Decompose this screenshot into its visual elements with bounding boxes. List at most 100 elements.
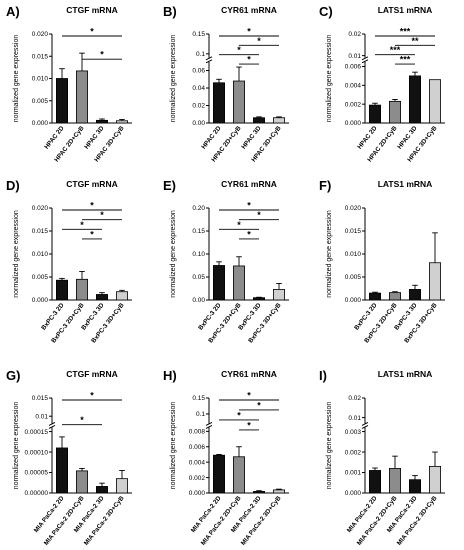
panel-letter: A) bbox=[6, 4, 20, 19]
panel-title: CTGF mRNA bbox=[66, 179, 117, 189]
y-tick-label: 0.00005 bbox=[25, 470, 49, 477]
y-tick-label: 0.000 bbox=[32, 120, 49, 127]
significance-label: ** bbox=[411, 36, 419, 46]
y-tick-label: 0.04 bbox=[192, 85, 205, 92]
panel-title: LATS1 mRNA bbox=[378, 5, 433, 15]
y-tick-label: 0.02 bbox=[348, 31, 361, 38]
bar bbox=[272, 489, 285, 494]
y-tick-label: 0.00010 bbox=[25, 449, 49, 456]
panel-letter: E) bbox=[163, 178, 176, 193]
y-tick-label: 0.1 bbox=[196, 51, 205, 58]
bar bbox=[272, 117, 285, 124]
bar bbox=[212, 265, 225, 301]
bar bbox=[428, 262, 441, 301]
significance-label: * bbox=[90, 27, 94, 37]
y-tick-label: 0.001 bbox=[345, 470, 362, 477]
y-axis-label: normalized gene expression bbox=[326, 35, 333, 123]
axis-break-mark bbox=[361, 422, 369, 426]
y-tick-label: 0.000 bbox=[32, 297, 49, 304]
panel-letter: I) bbox=[319, 368, 327, 383]
y-tick-label: 0.000 bbox=[189, 490, 206, 497]
panel-title: CYR61 mRNA bbox=[221, 5, 277, 15]
y-axis-label: normalized gene expression bbox=[170, 35, 177, 123]
significance-label: * bbox=[247, 229, 251, 239]
panel-f: F) LATS1 mRNA normalized gene expression 0.… bbox=[319, 178, 445, 344]
y-tick-label: 0.020 bbox=[32, 31, 49, 38]
bar bbox=[428, 465, 441, 494]
axis-break-mark bbox=[361, 425, 369, 429]
significance-label: * bbox=[100, 210, 104, 220]
bar bbox=[368, 104, 381, 124]
bar bbox=[252, 491, 265, 494]
y-tick-label: 0.01 bbox=[348, 53, 361, 60]
y-tick-label: 0.006 bbox=[189, 444, 206, 451]
y-tick-label: 0.06 bbox=[192, 68, 205, 75]
y-tick-label: 0.002 bbox=[189, 475, 206, 482]
y-tick-label: 0.004 bbox=[189, 459, 206, 466]
bar bbox=[96, 486, 109, 494]
y-tick-label: 0.020 bbox=[345, 205, 362, 212]
significance-label: *** bbox=[400, 27, 411, 37]
y-axis-label: normalized gene expression bbox=[170, 210, 177, 298]
significance-label: * bbox=[257, 210, 261, 220]
y-axis-label: normalized gene expression bbox=[13, 35, 20, 123]
y-tick-label: 0.01 bbox=[35, 413, 48, 420]
panel-letter: H) bbox=[163, 368, 177, 383]
significance-label: * bbox=[247, 391, 251, 401]
significance-label: * bbox=[90, 391, 94, 401]
y-tick-label: 0.00000 bbox=[25, 490, 49, 497]
significance-label: * bbox=[257, 400, 261, 410]
panel-letter: D) bbox=[6, 178, 20, 193]
significance-label: *** bbox=[390, 45, 401, 55]
panel-letter: B) bbox=[163, 4, 177, 19]
y-tick-label: 0.20 bbox=[192, 205, 205, 212]
panel-e: E) CYR61 mRNA normalized gene expression 0.… bbox=[163, 178, 289, 344]
x-tick-label: MIA PaCa-2 3D+CyB bbox=[396, 495, 439, 547]
y-axis-label: normalized gene expression bbox=[170, 402, 177, 490]
y-tick-label: 0.000 bbox=[345, 120, 362, 127]
y-axis-label: normalized gene expression bbox=[326, 210, 333, 298]
y-tick-label: 0.01 bbox=[348, 415, 361, 422]
bar bbox=[428, 79, 441, 124]
axis-break-mark bbox=[361, 56, 369, 61]
significance-label: * bbox=[247, 420, 251, 430]
bar bbox=[212, 454, 225, 494]
x-tick-label: MIA PaCa-2 3D+CyB bbox=[83, 495, 126, 547]
y-tick-label: 0.00 bbox=[192, 120, 205, 127]
bar bbox=[56, 279, 69, 301]
y-axis-label: normalized gene expression bbox=[326, 402, 333, 490]
bar bbox=[368, 292, 381, 301]
bar bbox=[232, 456, 245, 494]
bar bbox=[56, 78, 69, 124]
significance-label: * bbox=[90, 229, 94, 239]
bar bbox=[252, 297, 265, 301]
y-tick-label: 0.15 bbox=[192, 395, 205, 402]
y-tick-label: 0.015 bbox=[32, 228, 49, 235]
panel-letter: C) bbox=[319, 4, 333, 19]
bar bbox=[56, 447, 69, 494]
axis-break-mark bbox=[205, 59, 213, 64]
panel-letter: G) bbox=[6, 368, 20, 383]
y-tick-label: 0.004 bbox=[345, 83, 362, 90]
bar bbox=[76, 470, 89, 494]
panel-a: A) CTGF mRNA normalized gene expression 0.0… bbox=[6, 4, 132, 163]
panel-title: CYR61 mRNA bbox=[221, 369, 277, 379]
panel-title: LATS1 mRNA bbox=[378, 369, 433, 379]
significance-label: * bbox=[237, 45, 241, 55]
bar bbox=[76, 70, 89, 124]
x-tick-label: MIA PaCa-2 3D+CyB bbox=[240, 495, 283, 547]
significance-label: * bbox=[80, 220, 84, 230]
bar bbox=[272, 289, 285, 301]
y-tick-label: 0.010 bbox=[32, 76, 49, 83]
significance-label: *** bbox=[400, 55, 411, 65]
axis-break-mark bbox=[205, 422, 213, 426]
y-tick-label: 0.005 bbox=[32, 274, 49, 281]
panel-letter: F) bbox=[319, 178, 331, 193]
bar bbox=[96, 119, 109, 124]
panel-g: G) CTGF mRNA normalized gene expression 0.0… bbox=[6, 368, 132, 547]
axis-break-mark bbox=[361, 59, 369, 64]
significance-label: * bbox=[257, 36, 261, 46]
y-tick-label: 0.006 bbox=[345, 64, 362, 71]
y-tick-label: 0.008 bbox=[189, 429, 206, 436]
panel-b: B) CYR61 mRNA normalized gene expression 0.… bbox=[163, 4, 289, 163]
